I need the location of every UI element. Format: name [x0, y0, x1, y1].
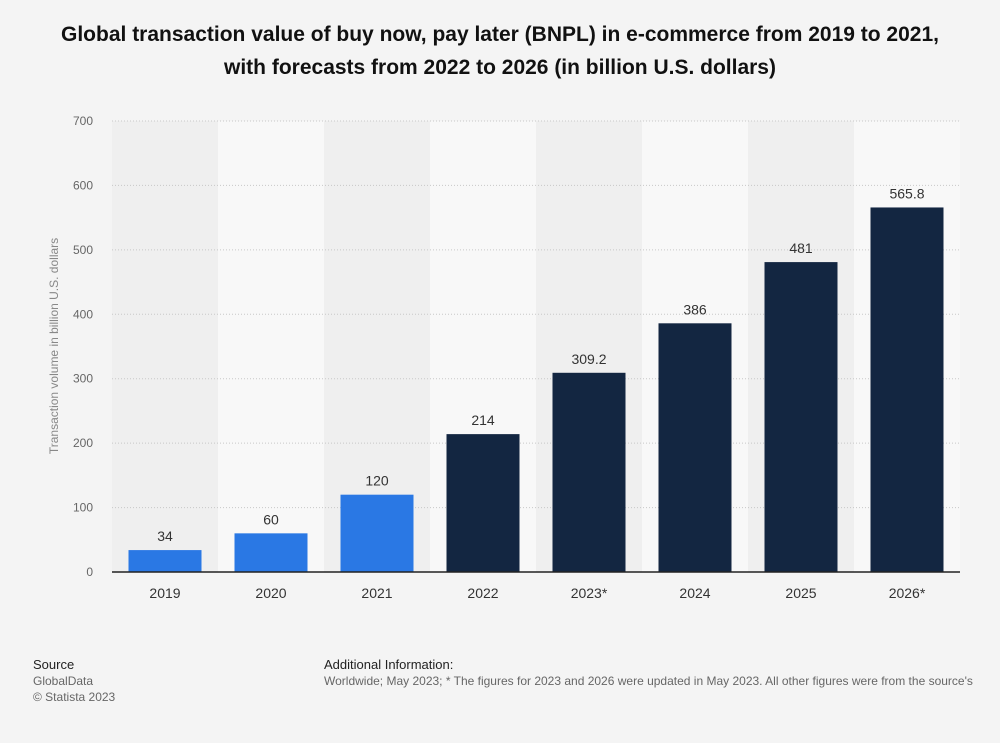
x-tick-label: 2024 [679, 585, 710, 601]
y-tick-label: 400 [73, 307, 93, 321]
value-labels: 34 60 120 214 309.2 386 481 565.8 [157, 185, 925, 544]
y-axis: 0 100 200 300 400 500 600 700 [73, 114, 93, 579]
bar-chart: 0 100 200 300 400 500 600 700 34 60 120 214 309.2 38… [47, 114, 960, 601]
data-label: 60 [263, 511, 279, 527]
x-tick-label: 2025 [785, 585, 816, 601]
x-tick-label: 2023* [571, 585, 608, 601]
y-tick-label: 100 [73, 501, 93, 515]
y-tick-label: 500 [73, 243, 93, 257]
chart-title: Global transaction value of buy now, pay… [61, 23, 939, 79]
y-tick-label: 700 [73, 114, 93, 128]
y-tick-label: 0 [86, 565, 93, 579]
x-tick-label: 2019 [149, 585, 180, 601]
data-label: 34 [157, 528, 173, 544]
copyright: © Statista 2023 [33, 690, 116, 704]
data-label: 120 [365, 473, 389, 489]
bar [234, 533, 308, 572]
x-tick-label: 2022 [467, 585, 498, 601]
data-label: 214 [471, 412, 495, 428]
bar [128, 550, 202, 572]
bar [870, 207, 944, 573]
bar [340, 494, 414, 572]
y-axis-label: Transaction volume in billion U.S. dolla… [47, 238, 61, 454]
bar [658, 323, 732, 572]
additional-info-block: Additional Information: Worldwide; May 2… [324, 657, 1000, 689]
gridlines [112, 120, 960, 509]
bar [446, 434, 520, 572]
y-tick-label: 300 [73, 372, 93, 386]
bar [764, 262, 838, 572]
data-label: 386 [683, 301, 707, 317]
source-block: Source GlobalData © Statista 2023 [33, 657, 115, 705]
data-label: 481 [789, 240, 813, 256]
data-label: 565.8 [889, 185, 924, 201]
column-band [112, 121, 218, 572]
data-label: 309.2 [571, 351, 606, 367]
additional-info-text: Worldwide; May 2023; * The figures for 2… [324, 674, 973, 688]
additional-info-heading: Additional Information: [324, 657, 454, 672]
bar [552, 372, 626, 572]
source-heading: Source [33, 657, 75, 672]
source-name[interactable]: GlobalData [33, 674, 94, 688]
bars [128, 207, 944, 573]
x-tick-label: 2021 [361, 585, 392, 601]
column-band [218, 121, 324, 572]
x-tick-label: 2026* [889, 585, 926, 601]
y-tick-label: 200 [73, 436, 93, 450]
y-tick-label: 600 [73, 178, 93, 192]
x-tick-label: 2020 [255, 585, 286, 601]
x-axis: 2019 2020 2021 2022 2023* 2024 2025 2026* [112, 571, 960, 601]
